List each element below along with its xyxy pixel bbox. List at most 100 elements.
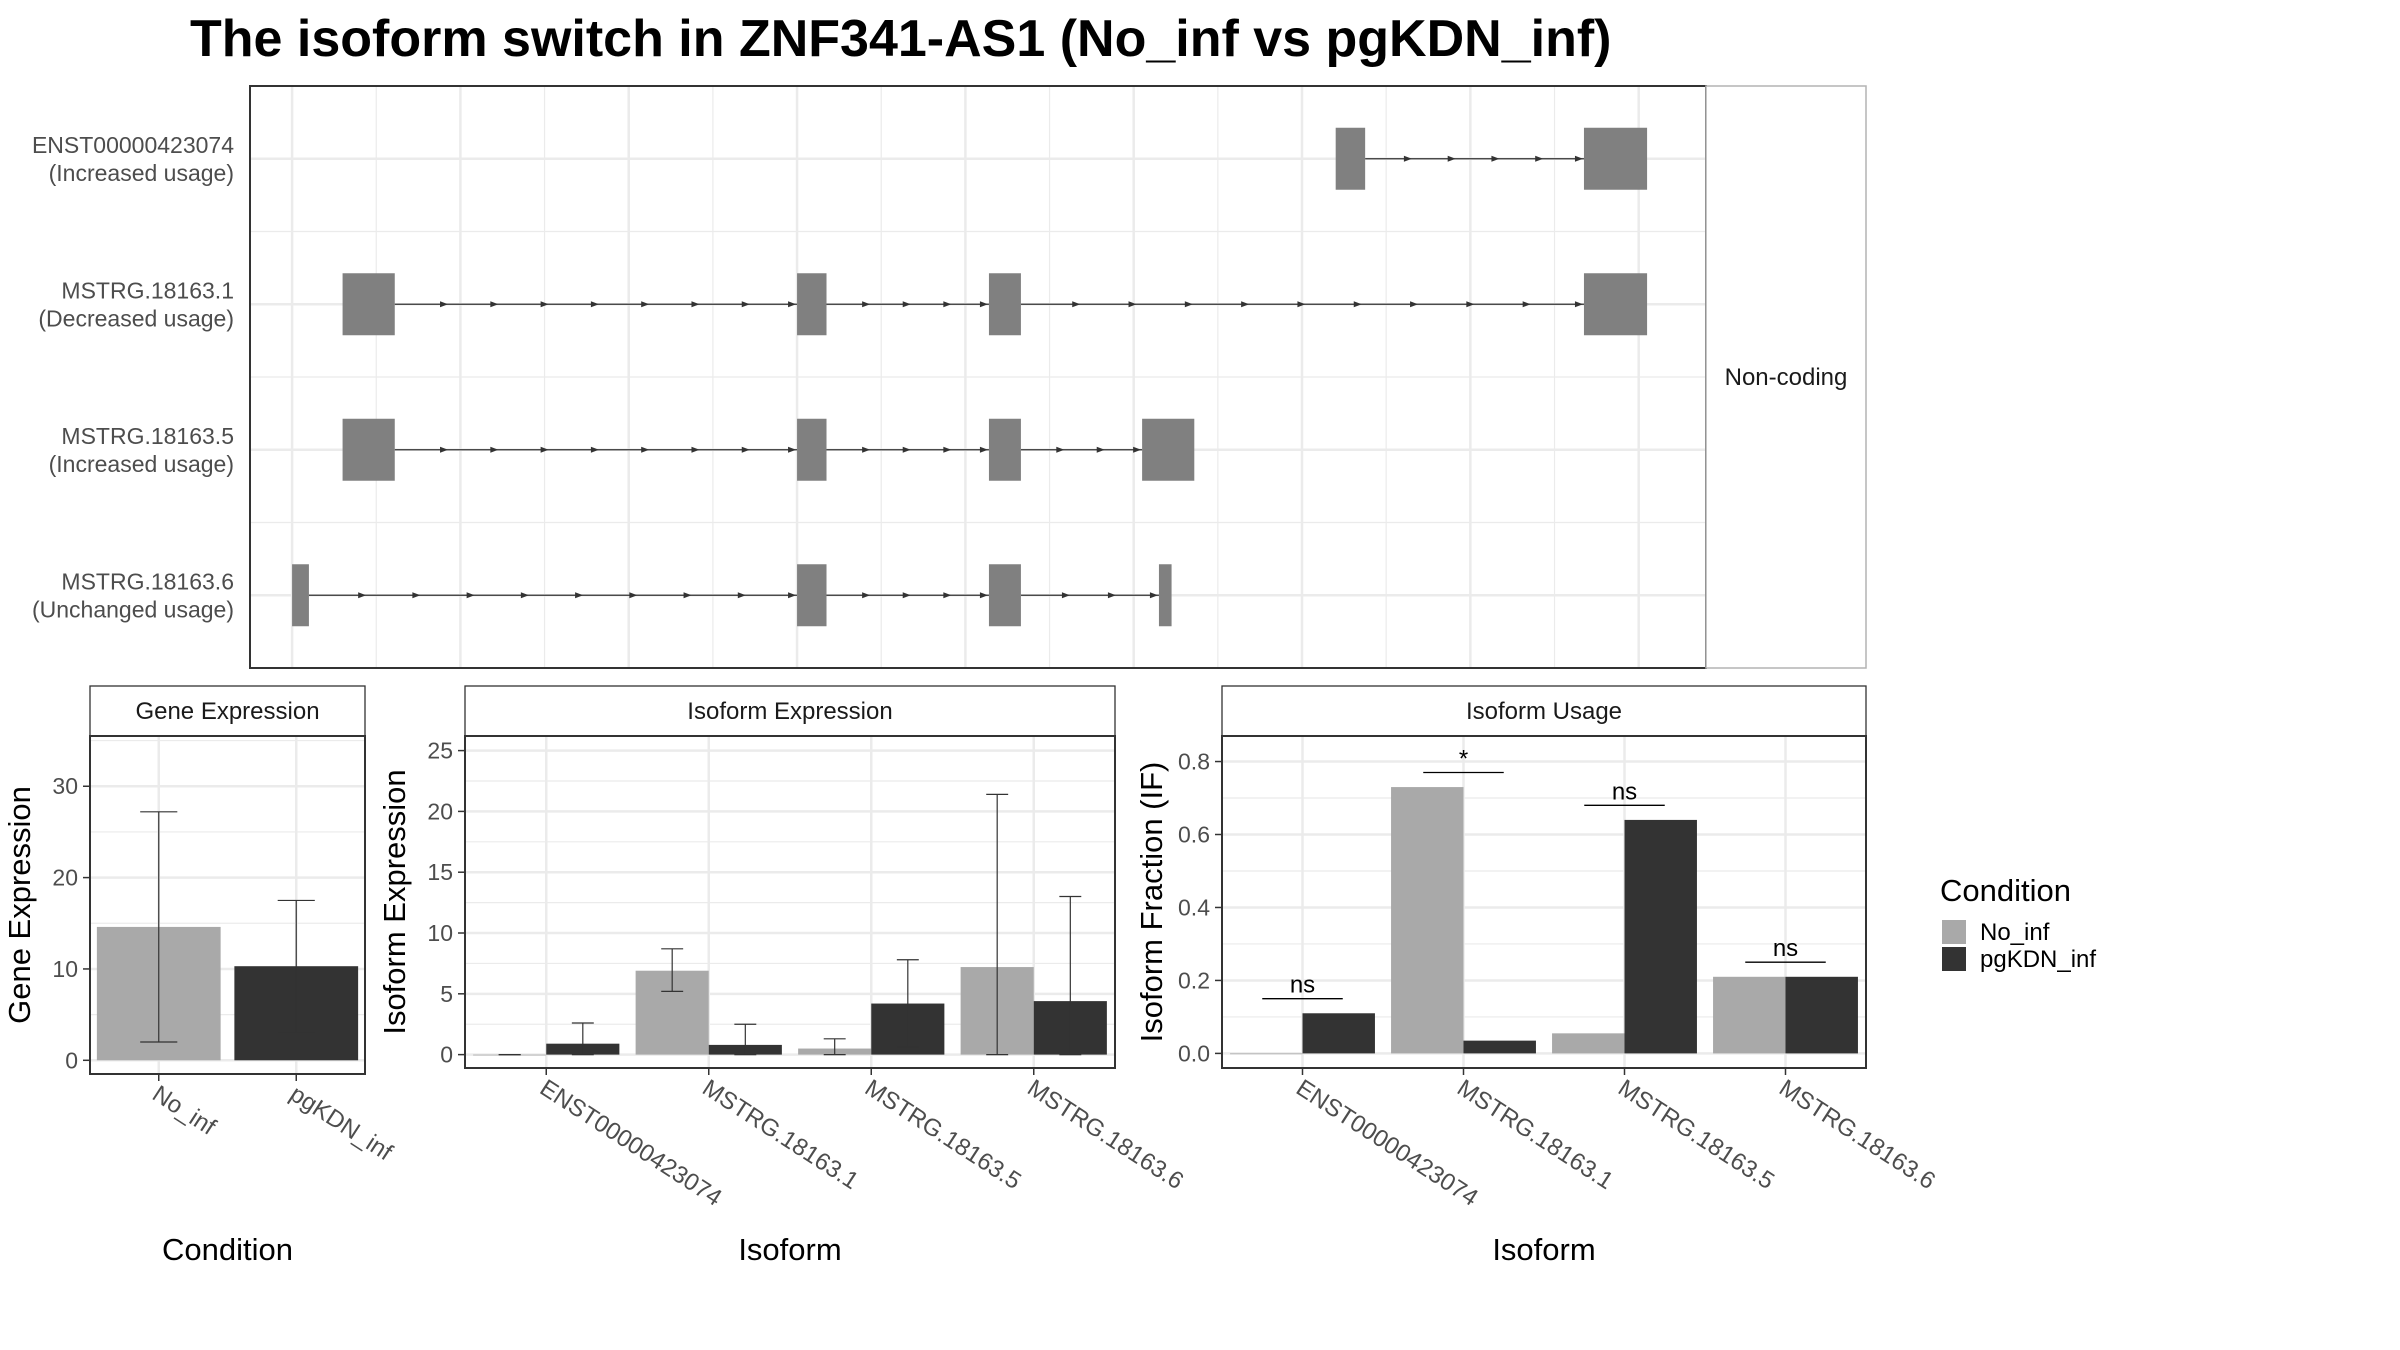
figure-title: The isoform switch in ZNF341-AS1 (No_inf… [190,10,1611,68]
intron-arrow [862,446,871,453]
legend-label: pgKDN_inf [1980,946,2096,973]
intron-arrow [358,592,367,599]
intron-arrow [466,592,475,599]
intron-arrow [862,592,871,599]
transcript-usage-label: (Decreased usage) [38,305,234,331]
y-tick-label: 25 [427,738,453,764]
intron-arrow [862,301,871,308]
exon [342,418,395,481]
intron-arrow [1466,301,1475,308]
exon [1583,273,1648,336]
x-tick-label: MSTRG.18163.6 [1022,1074,1188,1195]
isoform-expression-panel: Isoform Expression0510152025ENST00000423… [377,685,1188,1267]
x-axis-title: Isoform [1492,1232,1595,1267]
intron-arrow [979,301,988,308]
transcript-name-label: ENST00000423074 [32,132,234,158]
exon [1158,564,1172,627]
transcript-usage-label: (Increased usage) [49,160,234,186]
intron-arrow [1574,301,1583,308]
strip-label: Non-coding [1725,364,1848,391]
intron-arrow [683,592,692,599]
intron-arrow [412,592,421,599]
panel-border [1221,735,1867,1069]
exon [1142,418,1195,481]
intron-arrow [440,446,449,453]
intron-arrow [1061,592,1070,599]
panel-border [464,735,1116,1069]
intron-arrow [1353,301,1362,308]
y-tick-label: 0.6 [1178,822,1210,848]
exon [1583,127,1648,190]
y-tick-label: 10 [52,956,78,982]
intron-arrow [1149,592,1158,599]
intron-arrow [1184,301,1193,308]
strip-background [464,685,1116,737]
intron-arrow [979,446,988,453]
intron-arrow [1107,592,1116,599]
intron-arrow [540,301,549,308]
y-axis-title: Isoform Expression [377,769,412,1034]
transcript-name-label: MSTRG.18163.6 [61,568,234,594]
intron-arrow [1297,301,1306,308]
intron-arrow [788,446,797,453]
intron-arrow [788,592,797,599]
isoform-usage-panel: Isoform Usagens*nsns0.00.20.40.60.8ENST0… [1134,685,1940,1267]
exon [1335,127,1366,190]
intron-arrow [1072,301,1081,308]
y-tick-label: 0 [65,1047,78,1073]
exon [988,564,1021,627]
intron-arrow [788,301,797,308]
legend-title: Condition [1940,873,2071,908]
intron-arrow [641,446,650,453]
y-tick-label: 10 [427,920,453,946]
intron-arrow [1241,301,1250,308]
y-tick-label: 0.2 [1178,967,1210,993]
gene-structure-panel: ENST00000423074(Increased usage)MSTRG.18… [32,85,1867,669]
intron-arrow [490,446,499,453]
intron-arrow [1133,446,1142,453]
y-tick-label: 5 [440,981,453,1007]
exon [797,418,827,481]
intron-arrow [520,592,529,599]
bar [1713,976,1786,1054]
intron-arrow [737,592,746,599]
bar [1230,1053,1303,1055]
panel-border [89,735,366,1075]
y-tick-label: 30 [52,773,78,799]
legend-label: No_inf [1980,919,2050,946]
significance-label: ns [1773,935,1798,962]
intron-arrow [1096,446,1105,453]
y-tick-label: 0.8 [1178,749,1210,775]
exon [797,273,827,336]
strip-title: Isoform Usage [1466,698,1622,725]
exon [988,273,1021,336]
x-tick-label: MSTRG.18163.1 [1452,1074,1618,1195]
bar [1624,819,1697,1054]
x-tick-label: MSTRG.18163.6 [1774,1074,1940,1195]
intron-arrow [1535,155,1544,162]
intron-arrow [1128,301,1137,308]
intron-arrow [629,592,638,599]
bar [1785,976,1858,1054]
bar [1552,1033,1625,1054]
y-tick-label: 20 [427,798,453,824]
intron-arrow [1056,446,1065,453]
intron-arrow [691,446,700,453]
strip-title: Isoform Expression [687,698,892,725]
intron-arrow [440,301,449,308]
strip-background [89,685,366,737]
intron-arrow [979,592,988,599]
y-axis-title: Isoform Fraction (IF) [1134,762,1169,1043]
transcript-usage-label: (Increased usage) [49,451,234,477]
intron-arrow [490,301,499,308]
transcript-usage-label: (Unchanged usage) [32,596,234,622]
intron-arrow [1522,301,1531,308]
transcript-name-label: MSTRG.18163.5 [61,423,234,449]
intron-arrow [641,301,650,308]
bar [1463,1040,1536,1054]
intron-arrow [902,301,911,308]
x-tick-label: MSTRG.18163.5 [1613,1074,1779,1195]
intron-arrow [575,592,584,599]
intron-arrow [902,592,911,599]
y-tick-label: 15 [427,859,453,885]
